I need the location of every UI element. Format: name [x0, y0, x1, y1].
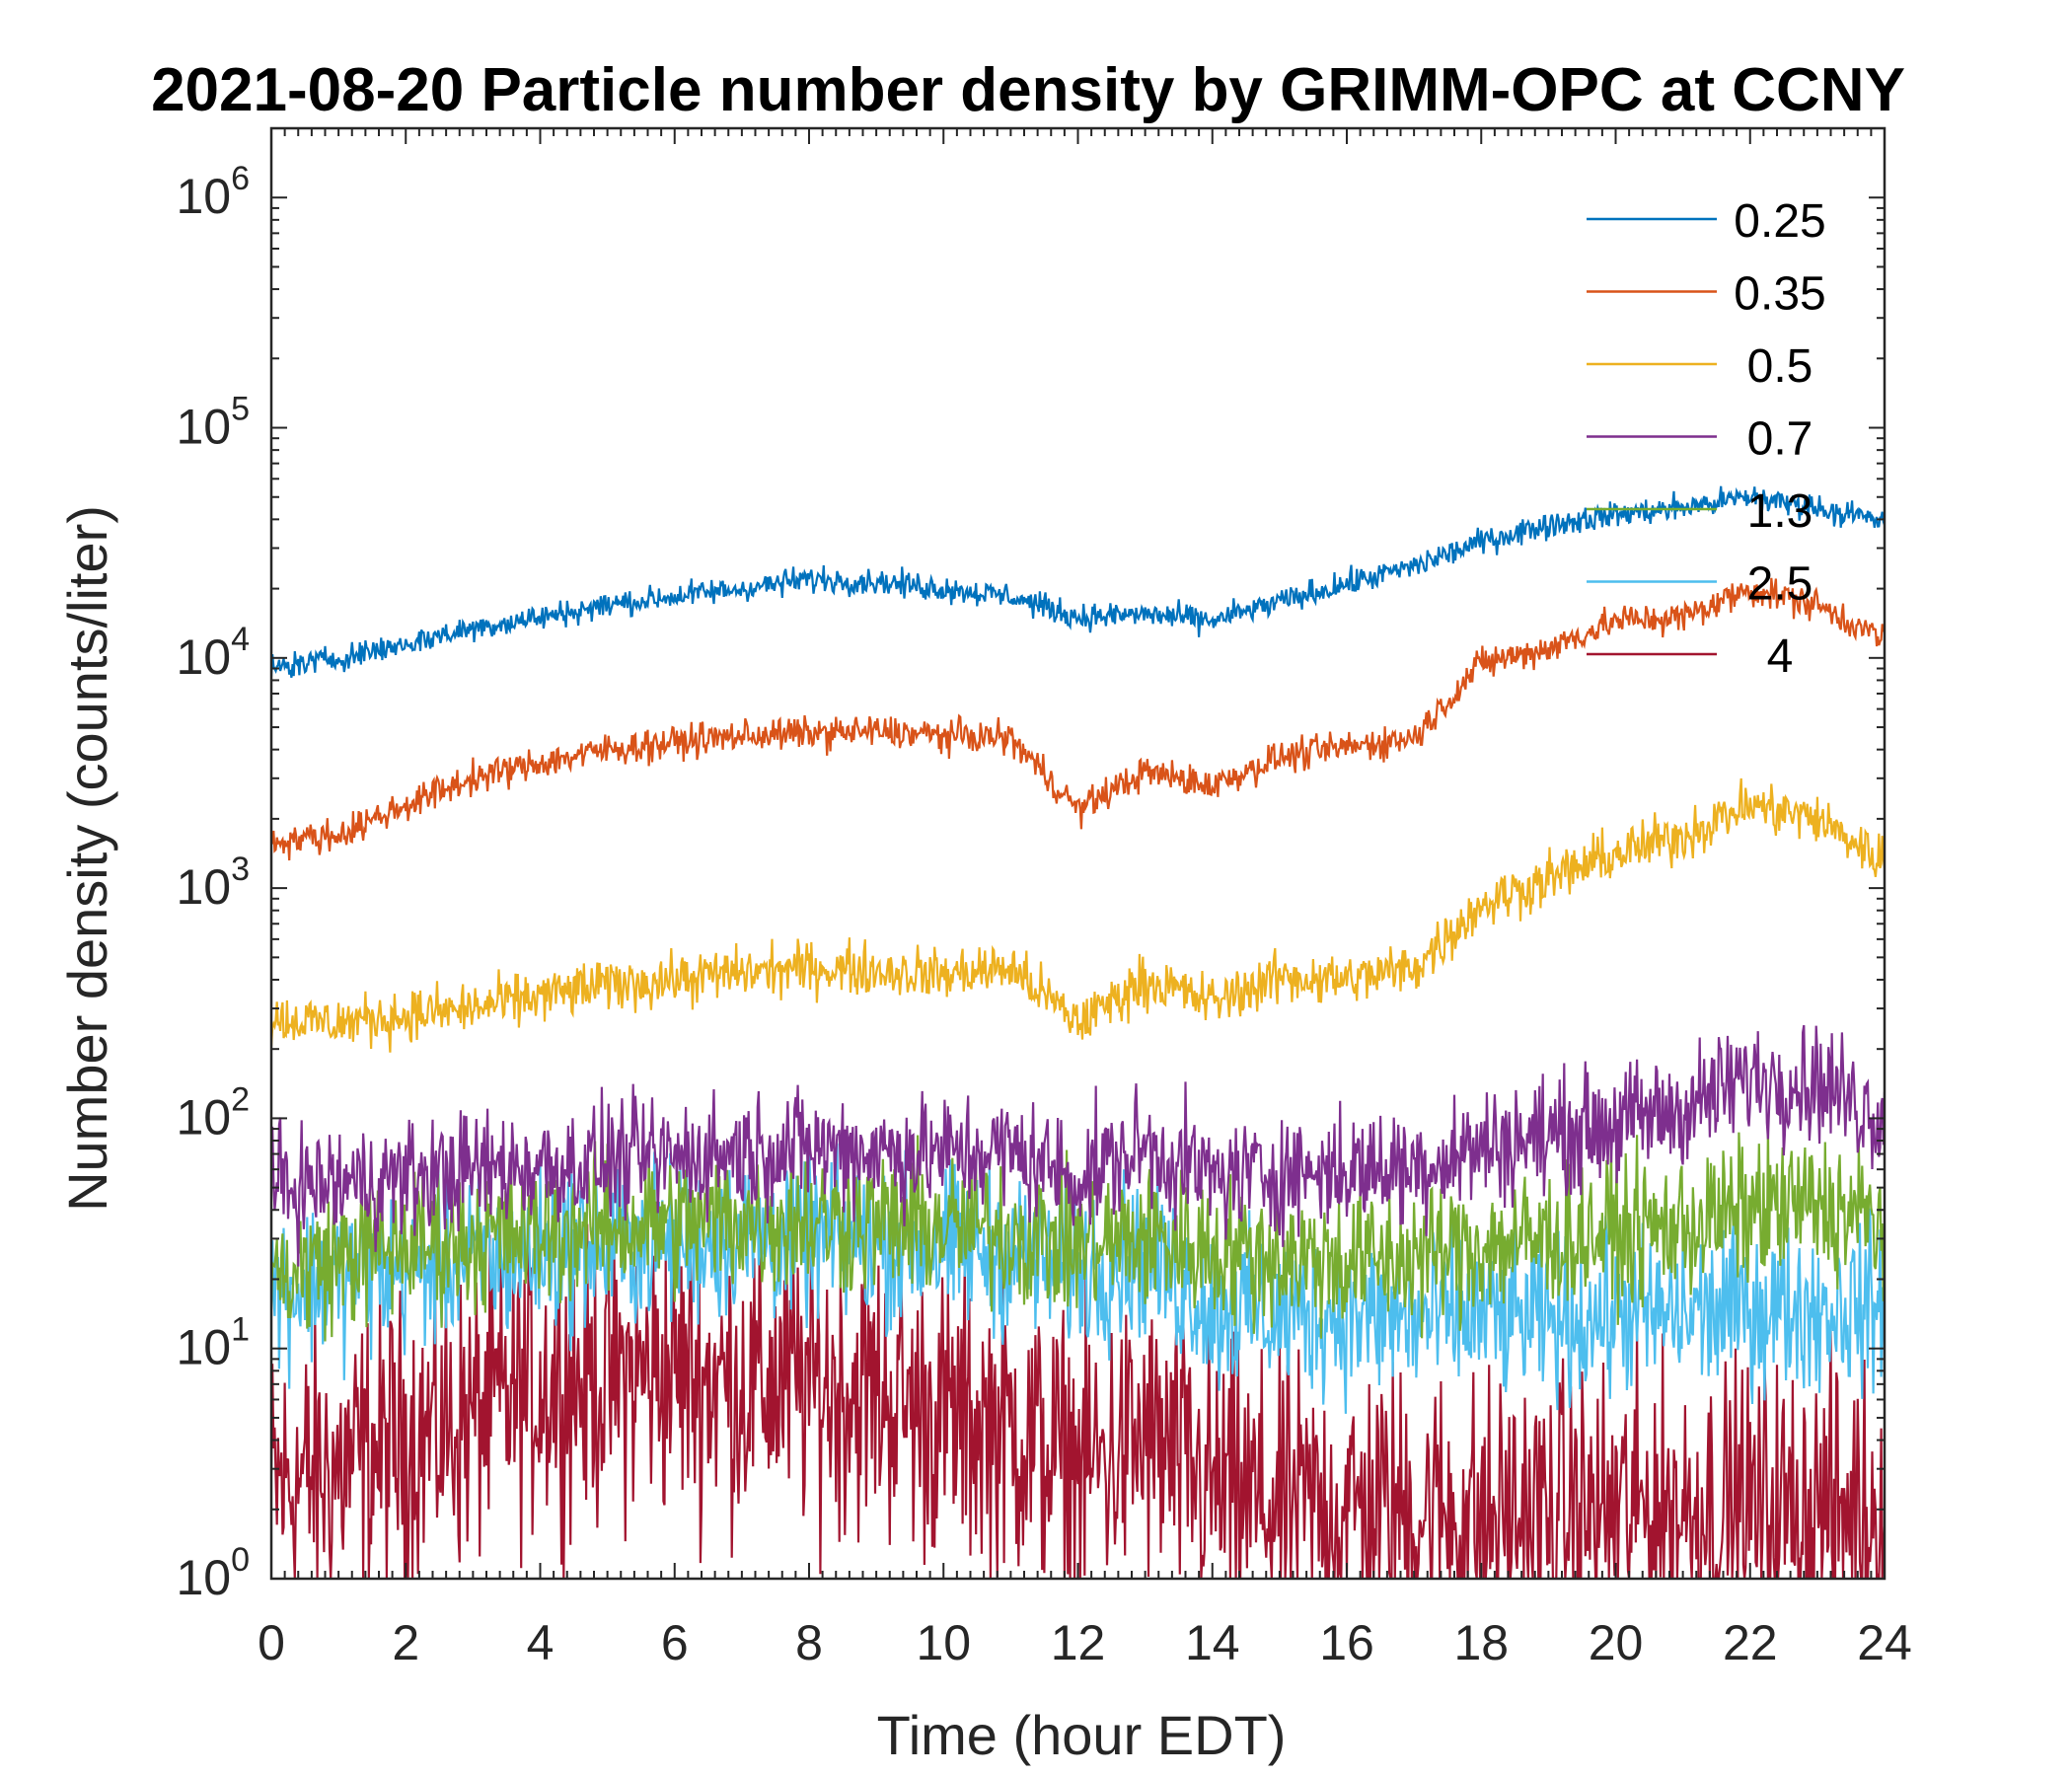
y-tick-exponent: 3	[231, 851, 250, 888]
legend-label-4: 4	[1767, 630, 1794, 683]
y-tick-label: 106	[176, 160, 250, 224]
y-tick-base: 10	[176, 629, 231, 685]
x-tick-label: 4	[527, 1615, 555, 1670]
y-tick-base: 10	[176, 1320, 231, 1375]
x-tick-label: 14	[1185, 1615, 1240, 1670]
legend-label-1.3: 1.3	[1747, 485, 1813, 538]
x-tick-label: 24	[1857, 1615, 1912, 1670]
x-tick-label: 8	[795, 1615, 823, 1670]
legend-label-0.35: 0.35	[1734, 268, 1825, 321]
x-tick-label: 12	[1051, 1615, 1106, 1670]
series-line-1.3	[271, 1129, 1885, 1342]
y-tick-label: 104	[176, 621, 250, 685]
x-tick-label: 16	[1319, 1615, 1374, 1670]
legend-label-2.5: 2.5	[1747, 558, 1813, 611]
y-tick-base: 10	[176, 1089, 231, 1145]
y-tick-label: 105	[176, 391, 250, 455]
y-tick-base: 10	[176, 859, 231, 915]
y-axis-label: Number density (counts/liter)	[56, 505, 118, 1212]
x-tick-label: 0	[258, 1615, 285, 1670]
y-tick-base: 10	[176, 169, 231, 224]
y-tick-label: 101	[176, 1311, 250, 1375]
y-tick-label: 102	[176, 1080, 250, 1145]
x-tick-label: 10	[916, 1615, 971, 1670]
x-tick-label: 18	[1453, 1615, 1509, 1670]
x-tick-label: 20	[1589, 1615, 1644, 1670]
x-axis-label: Time (hour EDT)	[877, 1704, 1287, 1766]
y-tick-label: 103	[176, 851, 250, 915]
legend-label-0.5: 0.5	[1747, 340, 1813, 393]
series-group	[271, 485, 1885, 1579]
y-tick-exponent: 4	[231, 621, 250, 658]
y-tick-exponent: 0	[231, 1541, 250, 1579]
y-tick-exponent: 6	[231, 160, 250, 197]
x-tick-label: 22	[1723, 1615, 1778, 1670]
x-tick-label: 2	[392, 1615, 419, 1670]
series-line-0.5	[271, 777, 1885, 1053]
chart-title: 2021-08-20 Particle number density by GR…	[151, 56, 1905, 124]
y-tick-label: 100	[176, 1541, 250, 1605]
y-tick-exponent: 5	[231, 391, 250, 428]
x-tick-label: 6	[661, 1615, 689, 1670]
series-line-0.7	[271, 1024, 1885, 1267]
y-tick-base: 10	[176, 1550, 231, 1605]
legend-label-0.25: 0.25	[1734, 195, 1825, 248]
y-tick-exponent: 2	[231, 1080, 250, 1118]
series-line-0.35	[271, 577, 1885, 861]
series-line-4	[271, 1206, 1885, 1579]
legend-label-0.7: 0.7	[1747, 413, 1813, 466]
y-tick-base: 10	[176, 400, 231, 455]
y-tick-exponent: 1	[231, 1311, 250, 1349]
legend: 0.25 0.35 0.5 0.7 1.3 2.5 4	[1587, 195, 1826, 683]
